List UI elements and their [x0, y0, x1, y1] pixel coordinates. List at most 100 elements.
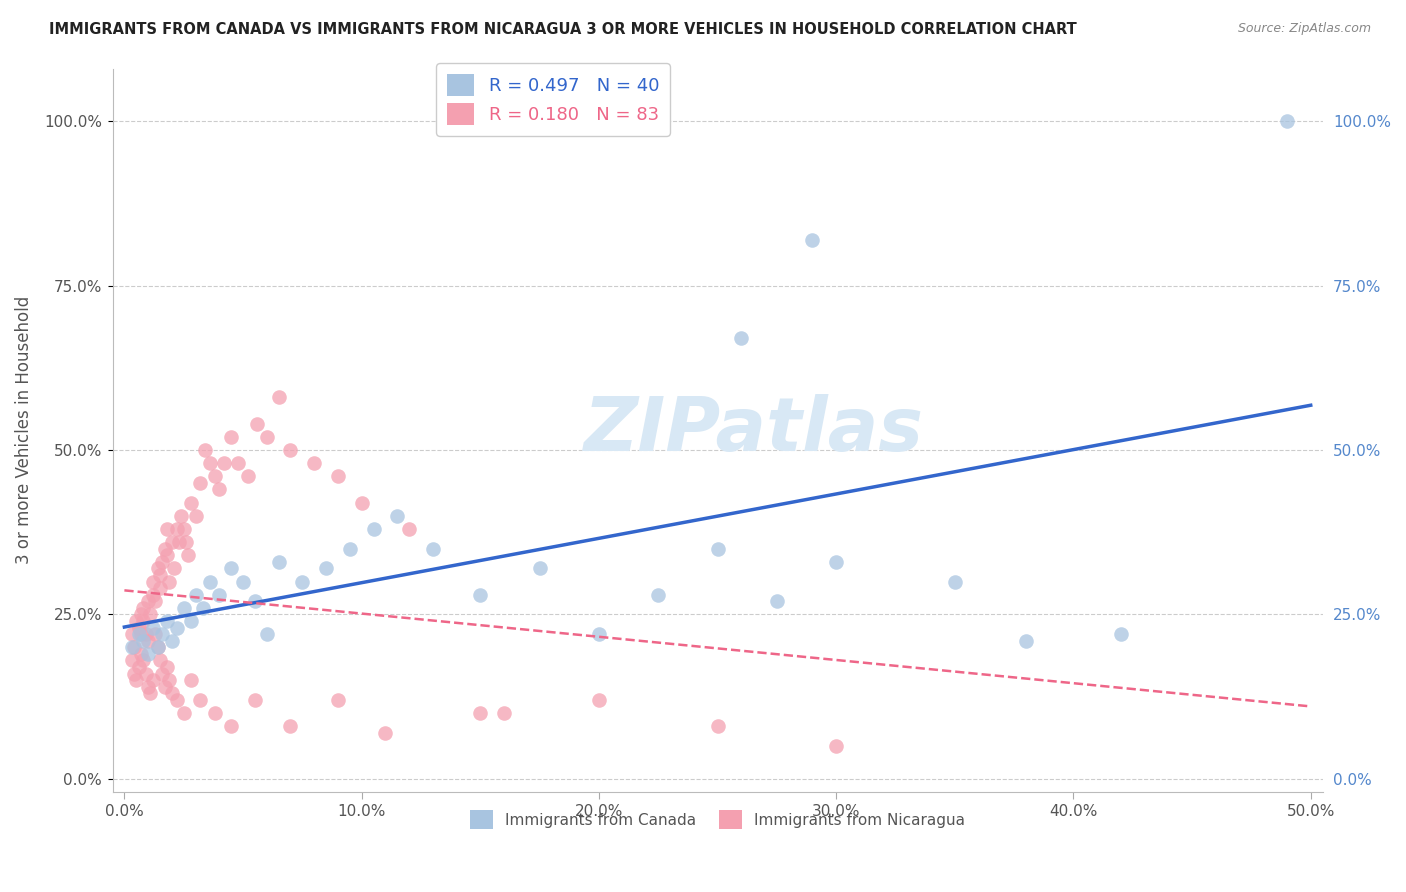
Point — [122, 666, 145, 681]
Point — [291, 574, 314, 589]
Point — [166, 621, 188, 635]
Point — [208, 483, 231, 497]
Point — [706, 541, 728, 556]
Point — [492, 706, 515, 720]
Y-axis label: 3 or more Vehicles in Household: 3 or more Vehicles in Household — [15, 296, 32, 565]
Point — [156, 548, 179, 562]
Point — [160, 686, 183, 700]
Point — [146, 561, 169, 575]
Point — [129, 627, 152, 641]
Point — [470, 588, 492, 602]
Point — [267, 390, 290, 404]
Point — [219, 719, 242, 733]
Point — [226, 456, 249, 470]
Point — [326, 469, 349, 483]
Point — [149, 568, 172, 582]
Point — [121, 627, 143, 641]
Point — [339, 541, 361, 556]
Point — [267, 555, 290, 569]
Point — [730, 331, 752, 345]
Point — [256, 430, 278, 444]
Point — [150, 666, 173, 681]
Point — [825, 739, 848, 753]
Point — [149, 653, 172, 667]
Point — [180, 495, 202, 509]
Point — [184, 508, 207, 523]
Point — [128, 621, 150, 635]
Point — [188, 475, 211, 490]
Point — [135, 627, 157, 641]
Point — [159, 673, 181, 688]
Point — [150, 555, 173, 569]
Point — [156, 614, 179, 628]
Point — [143, 627, 166, 641]
Point — [121, 640, 143, 655]
Point — [647, 588, 669, 602]
Point — [1015, 633, 1038, 648]
Text: IMMIGRANTS FROM CANADA VS IMMIGRANTS FROM NICARAGUA 3 OR MORE VEHICLES IN HOUSEH: IMMIGRANTS FROM CANADA VS IMMIGRANTS FRO… — [49, 22, 1077, 37]
Point — [173, 600, 195, 615]
Point — [470, 706, 492, 720]
Point — [167, 535, 190, 549]
Point — [212, 456, 235, 470]
Point — [153, 680, 176, 694]
Point — [128, 627, 150, 641]
Point — [326, 693, 349, 707]
Point — [136, 680, 159, 694]
Text: ZIPatlas: ZIPatlas — [583, 393, 924, 467]
Point — [315, 561, 337, 575]
Point — [422, 541, 444, 556]
Point — [198, 456, 221, 470]
Point — [146, 640, 169, 655]
Point — [1275, 114, 1298, 128]
Point — [188, 693, 211, 707]
Point — [246, 417, 269, 431]
Point — [529, 561, 551, 575]
Point — [166, 522, 188, 536]
Point — [943, 574, 966, 589]
Point — [156, 522, 179, 536]
Point — [398, 522, 420, 536]
Point — [1109, 627, 1132, 641]
Point — [139, 686, 162, 700]
Point — [219, 561, 242, 575]
Point — [156, 660, 179, 674]
Point — [204, 706, 226, 720]
Point — [588, 693, 610, 707]
Point — [236, 469, 259, 483]
Point — [142, 621, 165, 635]
Point — [136, 633, 159, 648]
Point — [135, 666, 157, 681]
Point — [160, 633, 183, 648]
Point — [121, 653, 143, 667]
Point — [350, 495, 373, 509]
Point — [122, 640, 145, 655]
Point — [142, 574, 165, 589]
Point — [136, 647, 159, 661]
Point — [129, 607, 152, 622]
Point — [204, 469, 226, 483]
Point — [256, 627, 278, 641]
Point — [146, 640, 169, 655]
Point — [125, 614, 148, 628]
Point — [173, 706, 195, 720]
Point — [219, 430, 242, 444]
Point — [302, 456, 325, 470]
Point — [132, 653, 155, 667]
Point — [173, 522, 195, 536]
Point — [132, 600, 155, 615]
Point — [128, 660, 150, 674]
Point — [387, 508, 409, 523]
Point — [232, 574, 254, 589]
Point — [125, 673, 148, 688]
Point — [136, 594, 159, 608]
Point — [825, 555, 848, 569]
Point — [801, 233, 824, 247]
Legend: Immigrants from Canada, Immigrants from Nicaragua: Immigrants from Canada, Immigrants from … — [464, 804, 972, 835]
Point — [208, 588, 231, 602]
Point — [142, 588, 165, 602]
Point — [194, 442, 217, 457]
Point — [139, 607, 162, 622]
Point — [363, 522, 385, 536]
Point — [280, 442, 302, 457]
